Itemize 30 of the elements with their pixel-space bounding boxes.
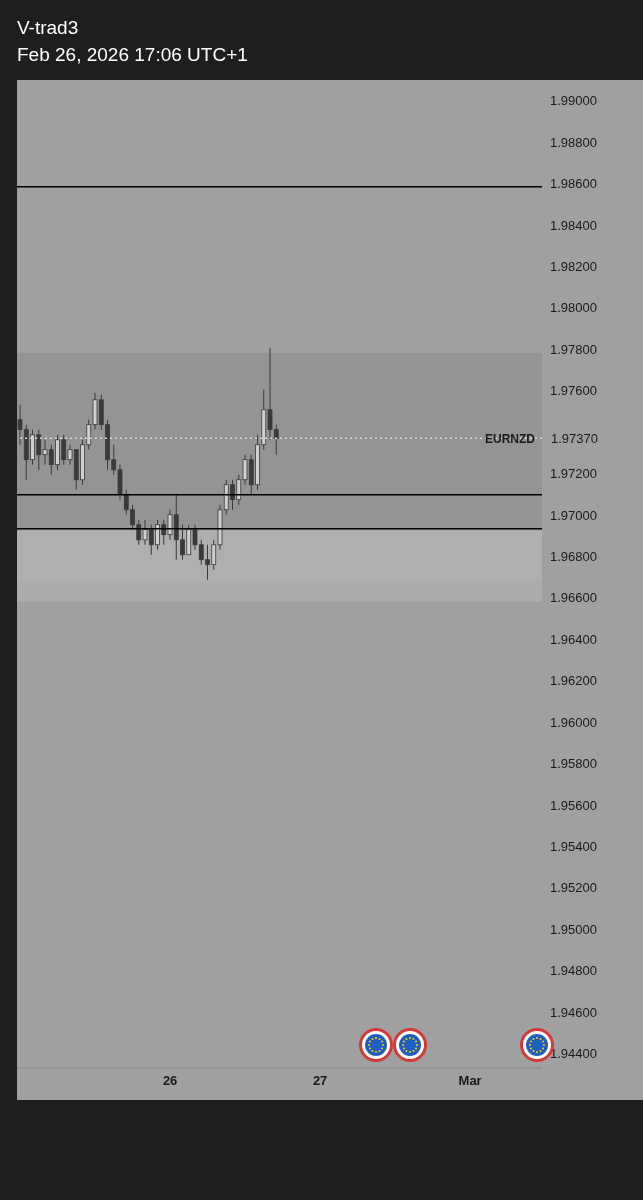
y-tick-label: 1.96000 [550, 714, 597, 730]
y-tick-label: 1.97200 [550, 466, 597, 482]
y-tick-label: 1.94800 [550, 963, 597, 979]
chart-subtitle: Feb 26, 2026 17:06 UTC+1 [17, 43, 248, 67]
y-tick-label: 1.98800 [550, 134, 597, 150]
y-tick-label: 1.95800 [550, 756, 597, 772]
y-tick-label: 1.97600 [550, 383, 597, 399]
x-tick-label: 26 [162, 1073, 178, 1089]
y-tick-label: 1.96800 [550, 549, 597, 565]
y-tick-label: 1.98400 [550, 217, 597, 233]
y-tick-label: 1.95600 [550, 797, 597, 813]
y-tick-label: 1.95400 [550, 838, 597, 854]
x-tick-label: 27 [312, 1073, 328, 1089]
y-tick-label: 1.94400 [550, 1046, 597, 1062]
y-tick-label: 1.99000 [550, 93, 597, 109]
ref-line-label: 1.97370 [551, 430, 598, 446]
y-tick-label: 1.95200 [550, 880, 597, 896]
y-tick-label: 1.96200 [550, 673, 597, 689]
y-tick-label: 1.97000 [550, 507, 597, 523]
y-tick-label: 1.96600 [550, 590, 597, 606]
chart-title: V-trad3 [17, 16, 80, 40]
x-tick-label: Mar [458, 1073, 482, 1089]
y-tick-label: 1.98200 [550, 259, 597, 275]
y-tick-label: 1.97800 [550, 341, 597, 357]
annotation: EURNZD [485, 431, 536, 446]
y-tick-label: 1.98600 [550, 176, 597, 192]
y-tick-label: 1.94600 [550, 1004, 597, 1020]
y-tick-label: 1.96400 [550, 631, 597, 647]
y-tick-label: 1.95000 [550, 921, 597, 937]
y-tick-label: 1.98000 [550, 300, 597, 316]
